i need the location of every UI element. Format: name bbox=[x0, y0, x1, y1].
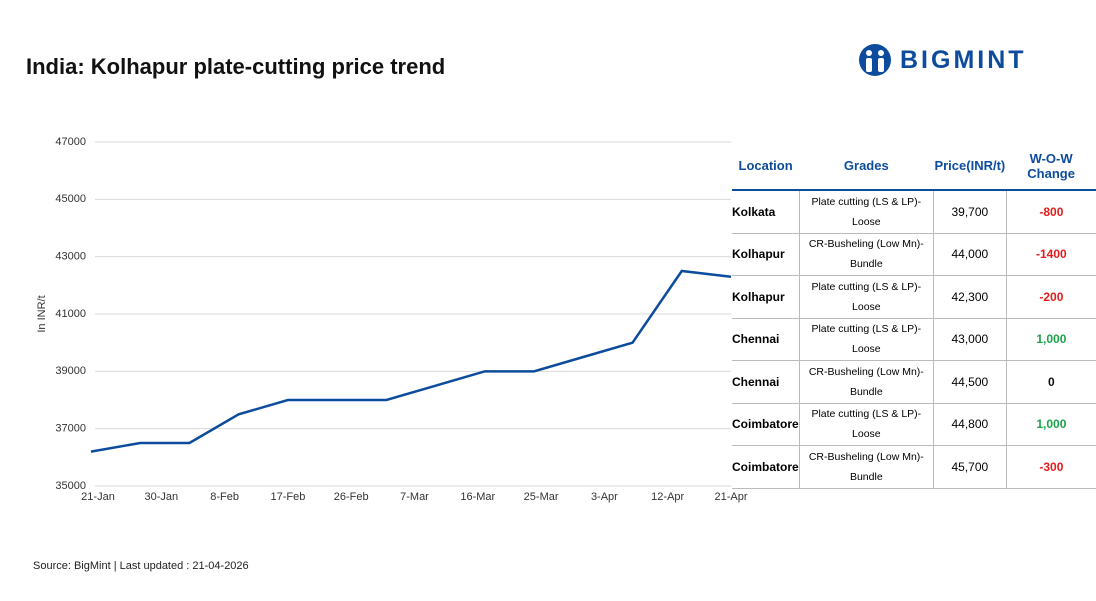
table-cell: Plate cutting (LS & LP)-Loose bbox=[798, 318, 934, 361]
x-tick-label: 21-Jan bbox=[81, 491, 115, 503]
table-row: Coimbatore Plate cutting (LS & LP)-Loose 4… bbox=[732, 403, 1096, 446]
x-tick-label: 26-Feb bbox=[334, 491, 369, 503]
table-row: Coimbatore CR-Busheling (Low Mn)-Bundle 45… bbox=[732, 445, 1096, 489]
price-line bbox=[90, 269, 732, 453]
table-cell: Coimbatore bbox=[732, 403, 800, 446]
table-cell: 43,000 bbox=[933, 318, 1007, 361]
table-cell: Chennai bbox=[732, 318, 800, 361]
y-tick-label: 43000 bbox=[55, 251, 86, 263]
table-cell: 44,000 bbox=[933, 233, 1007, 276]
title: India: Kolhapur plate-cutting price tren… bbox=[26, 54, 446, 79]
x-tick-label: 12-Apr bbox=[651, 491, 684, 503]
table-row: Kolhapur CR-Busheling (Low Mn)-Bundle 44,0… bbox=[732, 233, 1096, 276]
source: Source: BigMint | Last updated : 21-04-2… bbox=[33, 560, 249, 572]
y-tick-label: 35000 bbox=[55, 480, 86, 492]
table-cell: 44,800 bbox=[933, 403, 1007, 446]
x-tick-label: 17-Feb bbox=[270, 491, 305, 503]
table-cell: 1,000 bbox=[1006, 318, 1096, 361]
table-cell: -200 bbox=[1006, 275, 1096, 319]
price-table: Location Grades Price(INR/t) W-O-W Change Ko… bbox=[732, 142, 1096, 489]
table-row: Chennai CR-Busheling (Low Mn)-Bundle 44,50… bbox=[732, 360, 1096, 404]
y-tick-label: 47000 bbox=[55, 136, 86, 148]
logo-text: BIGMINT bbox=[900, 45, 1027, 74]
table-cell: CR-Busheling (Low Mn)-Bundle bbox=[798, 233, 934, 276]
column-header: W-O-W Change bbox=[1006, 142, 1096, 191]
column-header: Location bbox=[732, 142, 800, 191]
table-cell: Plate cutting (LS & LP)-Loose bbox=[798, 403, 934, 446]
table-cell: 44,500 bbox=[933, 360, 1007, 404]
table-cell: 45,700 bbox=[933, 445, 1007, 489]
table-cell: 42,300 bbox=[933, 275, 1007, 319]
x-tick-label: 21-Apr bbox=[714, 491, 747, 503]
x-tick-label: 3-Apr bbox=[591, 491, 618, 503]
x-tick-label: 25-Mar bbox=[524, 491, 559, 503]
table-row: Kolhapur Plate cutting (LS & LP)-Loose 42,… bbox=[732, 275, 1096, 319]
x-tick-label: 7-Mar bbox=[400, 491, 429, 503]
table-cell: CR-Busheling (Low Mn)-Bundle bbox=[798, 360, 934, 404]
table-cell: Plate cutting (LS & LP)-Loose bbox=[798, 190, 934, 234]
column-header: Price(INR/t) bbox=[933, 142, 1007, 191]
table-cell: Kolhapur bbox=[732, 233, 800, 276]
x-tick-label: 30-Jan bbox=[144, 491, 178, 503]
column-header: Grades bbox=[799, 142, 934, 191]
table-cell: -1400 bbox=[1006, 233, 1096, 276]
table-row: Chennai Plate cutting (LS & LP)-Loose 43,0… bbox=[732, 318, 1096, 361]
y-tick-label: 39000 bbox=[55, 365, 86, 377]
table-cell: -300 bbox=[1006, 445, 1096, 489]
table-cell: CR-Busheling (Low Mn)-Bundle bbox=[798, 445, 934, 489]
logo-icon bbox=[859, 44, 891, 76]
y-tick-label: 37000 bbox=[55, 423, 86, 435]
y-tick-label: 41000 bbox=[55, 308, 86, 320]
table-cell: Coimbatore bbox=[732, 445, 800, 489]
y-axis-label: In INR/t bbox=[36, 295, 48, 332]
table-cell: Chennai bbox=[732, 360, 800, 404]
table-cell: -800 bbox=[1006, 190, 1096, 234]
table-row: Kolkata Plate cutting (LS & LP)-Loose 39,7… bbox=[732, 190, 1096, 234]
table-cell: 39,700 bbox=[933, 190, 1007, 234]
table-cell: 1,000 bbox=[1006, 403, 1096, 446]
logo: BIGMINT bbox=[858, 42, 1027, 78]
table-cell: Kolhapur bbox=[732, 275, 800, 319]
x-tick-label: 8-Feb bbox=[210, 491, 239, 503]
table-cell: 0 bbox=[1006, 360, 1096, 404]
table-cell: Plate cutting (LS & LP)-Loose bbox=[798, 275, 934, 319]
header-row: Location Grades Price(INR/t) W-O-W Change bbox=[732, 142, 1096, 191]
x-tick-label: 16-Mar bbox=[460, 491, 495, 503]
y-tick-label: 45000 bbox=[55, 193, 86, 205]
table-cell: Kolkata bbox=[732, 190, 800, 234]
